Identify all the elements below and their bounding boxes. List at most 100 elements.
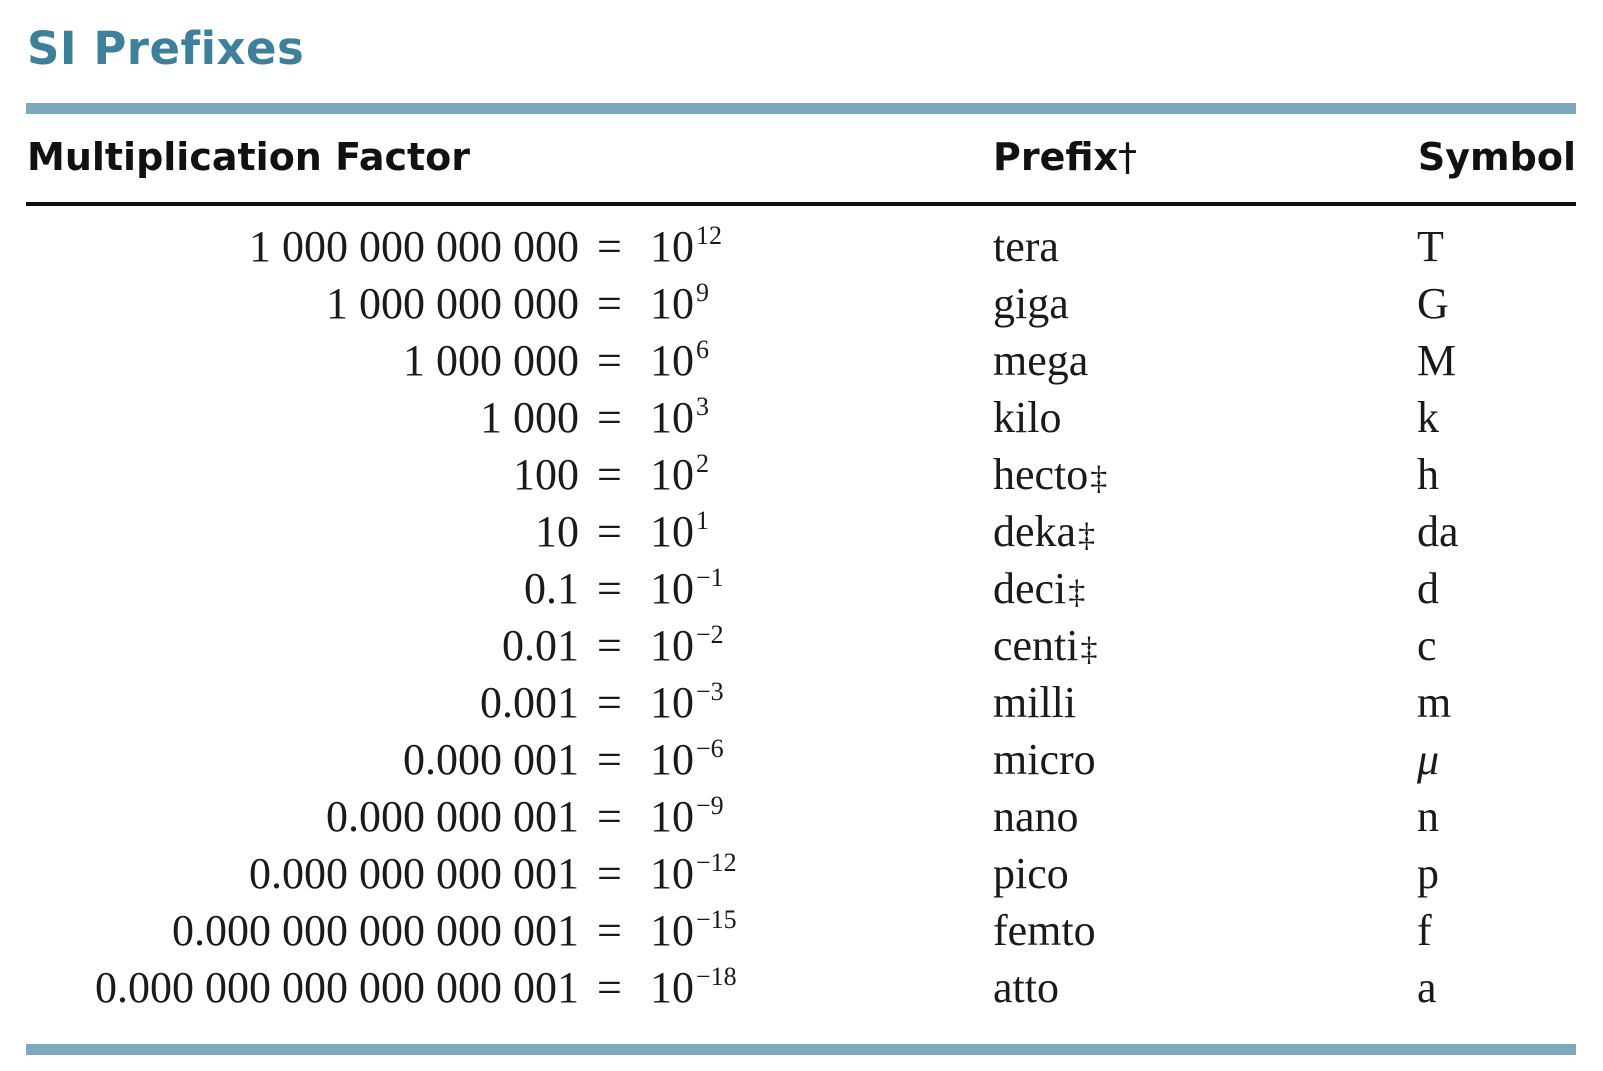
factor-value: 0.000 000 001: [326, 792, 579, 841]
table-row: 0.000 000 001 = 10−9 nano n: [0, 788, 1603, 845]
power-of-ten: 10−6: [650, 731, 724, 788]
equals-sign: =: [597, 336, 622, 385]
power-of-ten: 10−9: [650, 788, 724, 845]
factor-value: 10: [535, 507, 579, 556]
equals-sign: =: [597, 222, 622, 271]
power-exponent: −12: [696, 848, 737, 877]
power-of-ten: 10−1: [650, 560, 724, 617]
power-base: 10: [650, 564, 694, 613]
power-of-ten: 102: [650, 446, 709, 503]
power-of-ten: 10−12: [650, 845, 737, 902]
power-base: 10: [650, 849, 694, 898]
header-prefix: Prefix†: [993, 138, 1137, 176]
table-row: 0.1 = 10−1 deci‡ d: [0, 560, 1603, 617]
prefix-table-body: 1 000 000 000 000 = 1012 tera T 1 000 000 000…: [0, 218, 1603, 1016]
prefix-symbol: T: [1417, 222, 1444, 271]
factor-value: 0.000 000 000 000 001: [172, 906, 579, 955]
prefix-label: tera: [993, 222, 1059, 271]
table-row: 1 000 = 103 kilo k: [0, 389, 1603, 446]
power-of-ten: 10−18: [650, 959, 737, 1016]
power-base: 10: [650, 279, 694, 328]
prefix-name: mega: [993, 332, 1088, 389]
power-of-ten: 106: [650, 332, 709, 389]
table-row: 0.001 = 10−3 milli m: [0, 674, 1603, 731]
prefix-name: pico: [993, 845, 1069, 902]
prefix-label: micro: [993, 735, 1096, 784]
prefix-symbol: h: [1417, 450, 1439, 499]
factor-value: 0.001: [480, 678, 579, 727]
power-exponent: −2: [696, 620, 724, 649]
power-base: 10: [650, 735, 694, 784]
prefix-label: nano: [993, 792, 1079, 841]
power-exponent: −9: [696, 791, 724, 820]
table-row: 100 = 102 hecto‡ h: [0, 446, 1603, 503]
power-of-ten: 10−15: [650, 902, 737, 959]
power-base: 10: [650, 906, 694, 955]
power-of-ten: 10−2: [650, 617, 724, 674]
prefix-label: giga: [993, 279, 1069, 328]
prefix-name: deci‡: [993, 560, 1085, 621]
equals-sign: =: [597, 792, 622, 841]
power-base: 10: [650, 393, 694, 442]
power-of-ten: 1012: [650, 218, 722, 275]
prefix-footnote-mark: ‡: [1078, 517, 1096, 554]
prefix-symbol: G: [1417, 279, 1449, 328]
prefix-symbol: f: [1417, 906, 1432, 955]
prefix-symbol: m: [1417, 678, 1452, 727]
power-of-ten: 109: [650, 275, 709, 332]
table-row: 0.000 001 = 10−6 micro μ: [0, 731, 1603, 788]
table-row: 1 000 000 = 106 mega M: [0, 332, 1603, 389]
top-accent-rule: [26, 103, 1576, 114]
bottom-accent-rule: [26, 1044, 1576, 1055]
factor-value: 1 000 000: [403, 336, 579, 385]
prefix-label: milli: [993, 678, 1077, 727]
equals-sign: =: [597, 963, 622, 1012]
prefix-name: deka‡: [993, 503, 1095, 564]
power-base: 10: [650, 621, 694, 670]
prefix-name: tera: [993, 218, 1059, 275]
prefix-symbol: c: [1417, 621, 1437, 670]
power-exponent: 1: [696, 506, 709, 535]
prefix-symbol: p: [1417, 849, 1439, 898]
prefix-name: milli: [993, 674, 1076, 731]
prefix-footnote-mark: ‡: [1068, 574, 1086, 611]
table-row: 1 000 000 000 000 = 1012 tera T: [0, 218, 1603, 275]
table-row: 0.01 = 10−2 centi‡ c: [0, 617, 1603, 674]
equals-sign: =: [597, 279, 622, 328]
equals-sign: =: [597, 450, 622, 499]
equals-sign: =: [597, 507, 622, 556]
prefix-name: centi‡: [993, 617, 1098, 678]
prefix-symbol: μ: [1417, 735, 1440, 784]
power-exponent: −18: [696, 962, 737, 991]
factor-value: 100: [513, 450, 579, 499]
power-base: 10: [650, 336, 694, 385]
table-row: 0.000 000 000 001 = 10−12 pico p: [0, 845, 1603, 902]
equals-sign: =: [597, 621, 622, 670]
prefix-label: mega: [993, 336, 1089, 385]
power-exponent: −6: [696, 734, 724, 763]
factor-value: 0.01: [502, 621, 579, 670]
prefix-footnote-mark: ‡: [1090, 460, 1108, 497]
equals-sign: =: [597, 564, 622, 613]
header-multiplication-factor: Multiplication Factor: [27, 135, 470, 179]
prefix-symbol: a: [1417, 963, 1437, 1012]
page-title: SI Prefixes: [27, 22, 305, 75]
prefix-name: kilo: [993, 389, 1061, 446]
prefix-label: atto: [993, 963, 1059, 1012]
prefix-name: femto: [993, 902, 1096, 959]
power-base: 10: [650, 507, 694, 556]
table-row: 1 000 000 000 = 109 giga G: [0, 275, 1603, 332]
power-exponent: −15: [696, 905, 737, 934]
table-row: 0.000 000 000 000 000 001 = 10−18 atto a: [0, 959, 1603, 1016]
factor-value: 1 000 000 000: [326, 279, 579, 328]
equals-sign: =: [597, 678, 622, 727]
equals-sign: =: [597, 735, 622, 784]
factor-value: 0.1: [524, 564, 579, 613]
power-exponent: 2: [696, 449, 709, 478]
power-base: 10: [650, 678, 694, 727]
prefix-symbol: n: [1417, 792, 1439, 841]
prefix-name: atto: [993, 959, 1059, 1016]
header-symbol: Symbol: [1417, 135, 1576, 179]
prefix-label: femto: [993, 906, 1096, 955]
prefix-name: hecto‡: [993, 446, 1107, 507]
